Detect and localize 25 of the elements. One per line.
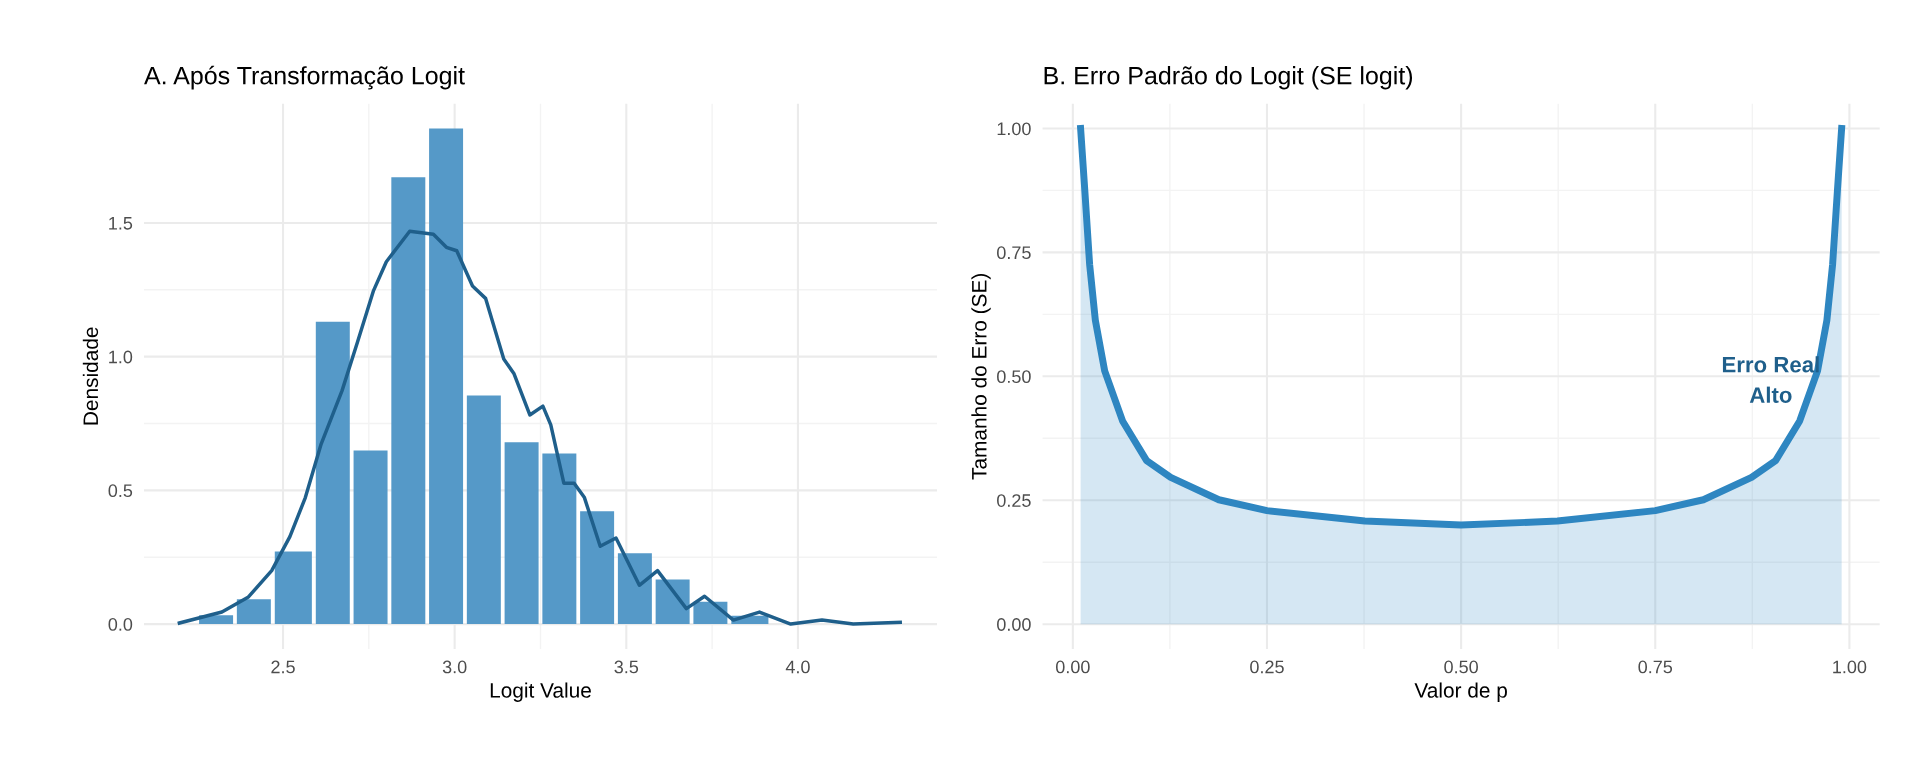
- y-tick-label: 0.25: [997, 494, 1031, 507]
- x-axis-title: Logit Value: [490, 682, 591, 702]
- y-tick-label: 1.5: [109, 217, 133, 230]
- y-tick-label: 0.5: [108, 484, 133, 498]
- x-tick-label: 2.5: [271, 660, 295, 674]
- y-tick-label: 0.00: [997, 618, 1031, 631]
- x-tick-label: 1.00: [1833, 660, 1867, 674]
- x-tick-label: 3.5: [614, 660, 639, 674]
- x-tick-label: 3.0: [442, 660, 467, 674]
- x-tick-label: 0.00: [1055, 660, 1090, 674]
- chart-title: B. Erro Padrão do Logit (SE logit): [1044, 66, 1413, 90]
- x-tick-label: 0.50: [1444, 660, 1478, 674]
- x-tick-label: 0.75: [1638, 660, 1673, 674]
- y-tick-label: 0.50: [997, 370, 1031, 384]
- y-axis-title: Tamanho do Erro (SE): [971, 273, 991, 480]
- y-tick-label: 0.0: [108, 618, 133, 631]
- y-axis-title: Densidade: [82, 327, 99, 425]
- y-tick-label: 0.75: [997, 246, 1031, 260]
- x-axis-title: Valor de p: [1414, 682, 1507, 702]
- x-tick-label: 4.0: [785, 660, 810, 674]
- y-tick-label: 1.0: [109, 350, 133, 364]
- y-tick-label: 1.00: [997, 122, 1031, 136]
- x-tick-label: 0.25: [1250, 660, 1284, 674]
- chart-title: A. Após Transformação Logit: [144, 65, 465, 90]
- line-series: [177, 229, 902, 626]
